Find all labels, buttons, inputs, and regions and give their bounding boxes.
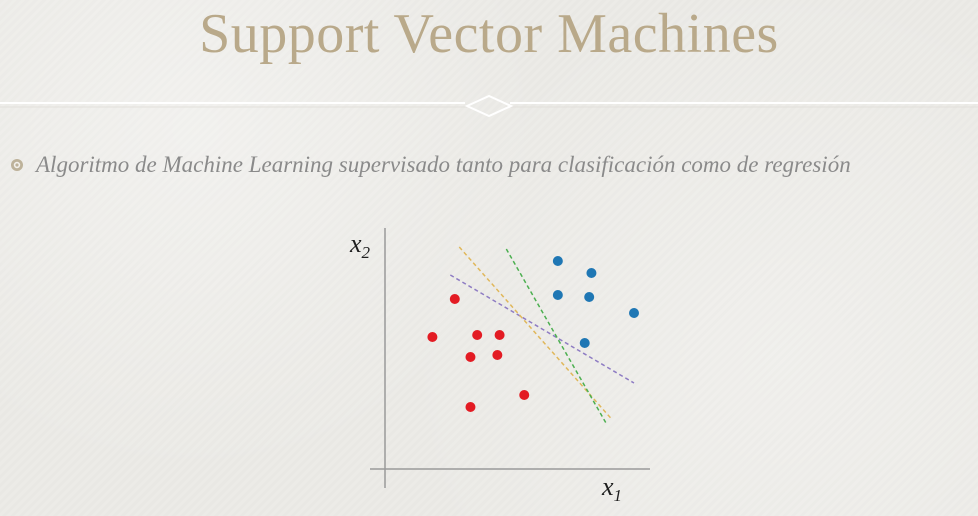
data-point-series-2-1: [552, 256, 563, 266]
data-point-series-1-2: [449, 294, 460, 304]
y-axis-label: x2: [349, 229, 371, 262]
data-point-series-1-8: [519, 390, 530, 400]
data-point-series-1-3: [465, 352, 476, 362]
boundary-line-3: [505, 248, 608, 426]
decision-boundaries: [449, 246, 635, 426]
x-axis-label-var: x: [601, 472, 614, 501]
data-point-series-2-5: [629, 308, 639, 318]
x-axis-label: x1: [601, 472, 622, 505]
data-point-series-2-6: [579, 338, 590, 348]
boundary-line-2: [458, 246, 613, 420]
data-point-series-1-7: [465, 402, 476, 412]
y-axis-label-var: x: [349, 229, 362, 258]
slide-title: Support Vector Machines: [199, 3, 779, 65]
data-point-series-1-5: [492, 350, 503, 360]
data-point-series-2-4: [584, 292, 595, 302]
y-axis-label-sub: 2: [362, 243, 371, 262]
x-axis-label-sub: 1: [614, 486, 623, 505]
data-point-series-1-1: [427, 332, 438, 342]
data-points: [427, 256, 639, 412]
data-point-series-1-4: [472, 330, 483, 340]
data-point-series-2-2: [586, 268, 597, 278]
data-point-series-2-3: [552, 290, 563, 300]
data-point-series-1-6: [494, 330, 505, 340]
divider-diamond-icon: [464, 94, 514, 118]
title-divider: [0, 94, 978, 118]
bullet-item: Algoritmo de Machine Learning supervisad…: [10, 148, 970, 182]
bullet-text: Algoritmo de Machine Learning supervisad…: [36, 152, 851, 177]
flower-bullet-icon: [11, 159, 23, 171]
boundary-line-1: [449, 274, 635, 384]
